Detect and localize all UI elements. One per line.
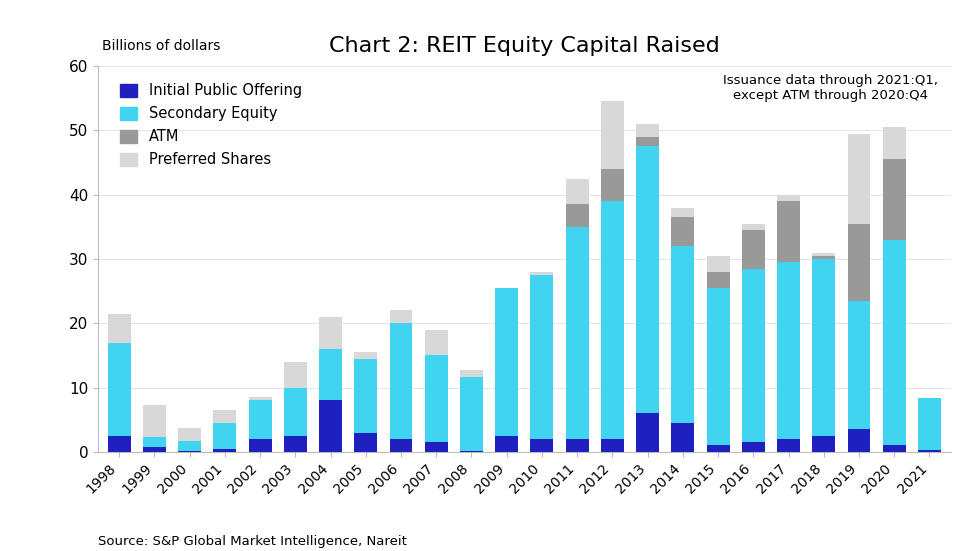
Bar [848,134,870,224]
Bar [636,413,660,452]
Title: Chart 2: REIT Equity Capital Raised: Chart 2: REIT Equity Capital Raised [329,36,719,56]
Bar [143,437,166,447]
Bar [460,377,483,451]
Bar [883,445,906,452]
Bar [284,362,307,387]
Bar [460,451,483,452]
Bar [319,317,342,349]
Bar [671,208,694,217]
Bar [601,439,624,452]
Bar [565,439,589,452]
Bar [178,451,201,452]
Bar [530,439,554,452]
Bar [530,272,554,275]
Bar [214,423,236,449]
Bar [108,436,130,452]
Bar [636,124,660,137]
Bar [319,349,342,401]
Bar [707,288,729,445]
Bar [143,447,166,452]
Bar [284,387,307,436]
Bar [777,201,800,262]
Text: Billions of dollars: Billions of dollars [102,39,220,53]
Bar [848,301,870,429]
Bar [812,436,835,452]
Bar [355,352,377,359]
Bar [495,288,518,436]
Bar [495,436,518,452]
Bar [108,314,130,343]
Bar [742,268,764,442]
Bar [671,423,694,452]
Bar [249,439,271,452]
Bar [355,359,377,433]
Bar [918,450,941,452]
Bar [565,179,589,204]
Bar [389,323,413,439]
Bar [319,401,342,452]
Bar [636,147,660,413]
Bar [284,436,307,452]
Bar [707,256,729,272]
Bar [707,272,729,288]
Bar [601,169,624,201]
Bar [389,310,413,323]
Bar [249,401,271,439]
Bar [565,204,589,227]
Bar [812,252,835,256]
Bar [671,217,694,246]
Bar [848,429,870,452]
Bar [601,101,624,169]
Bar [812,256,835,259]
Bar [812,259,835,436]
Bar [883,240,906,445]
Bar [108,343,130,436]
Text: Issuance data through 2021:Q1,
except ATM through 2020:Q4: Issuance data through 2021:Q1, except AT… [723,74,938,102]
Bar [424,355,448,442]
Bar [214,410,236,423]
Text: Source: S&P Global Market Intelligence, Nareit: Source: S&P Global Market Intelligence, … [98,535,407,548]
Bar [742,230,764,269]
Bar [424,329,448,355]
Bar [742,442,764,452]
Bar [636,137,660,147]
Bar [848,224,870,301]
Bar [777,195,800,201]
Bar [601,201,624,439]
Bar [389,439,413,452]
Bar [671,246,694,423]
Bar [883,127,906,159]
Bar [460,370,483,377]
Bar [530,275,554,439]
Bar [707,445,729,452]
Bar [143,405,166,437]
Bar [777,439,800,452]
Bar [777,262,800,439]
Bar [178,428,201,441]
Bar [355,433,377,452]
Bar [565,227,589,439]
Bar [883,159,906,240]
Legend: Initial Public Offering, Secondary Equity, ATM, Preferred Shares: Initial Public Offering, Secondary Equit… [114,77,308,173]
Bar [918,398,941,450]
Bar [178,441,201,451]
Bar [214,449,236,452]
Bar [424,442,448,452]
Bar [742,224,764,230]
Bar [249,397,271,401]
